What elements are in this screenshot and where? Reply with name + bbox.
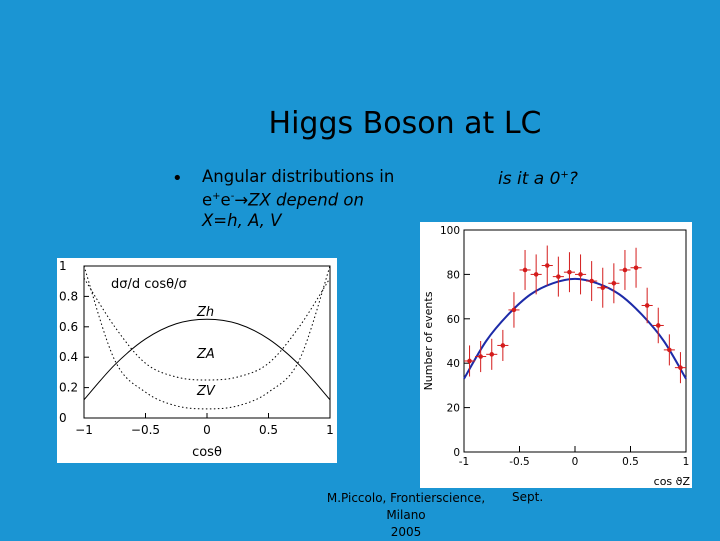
data-point — [552, 256, 564, 297]
right-x-axis-label: cos ϑZ — [654, 475, 691, 488]
footer-date: Sept. — [512, 490, 544, 504]
data-point — [652, 307, 664, 344]
data-marker — [467, 358, 472, 364]
slide-title: Higgs Boson at LC — [268, 106, 542, 141]
left-x-tick-label: −1 — [75, 423, 93, 437]
data-point — [674, 352, 686, 384]
data-marker — [556, 274, 561, 279]
curve-label-zv: ZV — [196, 384, 216, 399]
left-x-tick-label: 0.5 — [259, 423, 278, 437]
right-y-tick-label: 40 — [447, 358, 460, 370]
data-point — [541, 245, 553, 286]
question-text: is it a 0+? — [498, 169, 578, 189]
left-x-tick-label: 0 — [203, 423, 211, 437]
bullet-line-2: e+e-→ZX depend on — [202, 190, 364, 210]
footer-credit: M.Piccolo, Frontierscience, Milano 2005 — [306, 490, 506, 541]
right-y-axis-label: Number of events — [422, 291, 435, 390]
left-y-tick-label: 0.6 — [59, 320, 78, 334]
footer-line-1: M.Piccolo, Frontierscience, Milano — [326, 491, 486, 522]
bullet-line-3: X=h, A, V — [202, 210, 282, 230]
left-y-tick-label: 0.8 — [59, 289, 78, 303]
angular-distribution-chart: dσ/d cosθ/σ cosθ −1 −0.5 0 0.5 1 0 0.2 0.4 0.6 0.… — [57, 258, 337, 463]
right-y-tick-label: 100 — [440, 225, 460, 237]
curve-label-zh: Zh — [196, 305, 214, 320]
bullet-line-1: Angular distributions in — [202, 167, 395, 186]
data-point — [608, 263, 620, 304]
bullet-marker: • — [172, 168, 183, 189]
data-point — [663, 334, 675, 366]
right-x-tick-label: 0.5 — [622, 456, 639, 468]
data-point — [641, 287, 653, 324]
data-marker — [511, 307, 517, 313]
right-x-tick-label: 0 — [572, 456, 579, 468]
left-y-tick-label: 1 — [59, 259, 67, 273]
fit-curve — [463, 277, 687, 380]
right-y-tick-label: 80 — [447, 269, 460, 281]
right-y-tick-label: 0 — [453, 447, 460, 459]
right-x-tick-label: 1 — [683, 456, 690, 468]
data-marker — [533, 272, 539, 277]
data-marker — [611, 280, 617, 286]
right-y-tick-label: 60 — [447, 314, 460, 326]
data-point — [586, 261, 598, 302]
data-marker — [655, 323, 661, 328]
data-point — [575, 254, 587, 295]
left-y-tick-label: 0 — [59, 411, 67, 425]
footer-line-2: 2005 — [390, 525, 422, 539]
left-y-tick-label: 0.2 — [59, 381, 78, 395]
data-marker — [500, 343, 506, 348]
data-point — [519, 249, 531, 290]
right-x-tick-label: -0.5 — [509, 456, 530, 468]
data-marker — [600, 285, 606, 291]
data-point — [597, 267, 609, 308]
data-marker — [667, 347, 672, 353]
data-marker — [544, 263, 550, 268]
left-x-tick-label: −0.5 — [131, 423, 160, 437]
data-marker — [644, 303, 650, 308]
data-point — [530, 254, 542, 295]
left-y-tick-label: 0.4 — [59, 350, 78, 364]
data-marker — [622, 267, 628, 273]
left-x-axis-label: cosθ — [192, 445, 222, 460]
data-marker — [567, 269, 572, 275]
data-point — [486, 338, 498, 370]
data-marker — [489, 352, 495, 357]
data-marker — [478, 354, 483, 359]
data-point — [563, 252, 575, 293]
data-marker — [633, 265, 639, 271]
curve-zh — [83, 318, 331, 401]
right-y-tick-label: 20 — [447, 403, 460, 415]
data-point — [475, 341, 487, 373]
data-marker — [589, 278, 594, 284]
data-marker — [522, 267, 528, 273]
data-point — [464, 345, 476, 377]
right-plot-frame — [463, 229, 687, 453]
data-marker — [578, 272, 583, 277]
bullet-text: Angular distributions in e+e-→ZX depend … — [202, 167, 432, 231]
data-point — [497, 329, 509, 361]
events-histogram-chart: Number of events cos ϑZ -1 -0.5 0 0.5 1 0 20 40… — [420, 222, 692, 488]
left-chart-title: dσ/d cosθ/σ — [111, 277, 187, 292]
curve-zv — [83, 265, 331, 410]
curve-label-za: ZA — [196, 347, 215, 362]
data-point — [630, 247, 642, 288]
curve-za — [83, 277, 331, 381]
data-point — [619, 249, 631, 290]
angular-distribution-svg: dσ/d cosθ/σ cosθ −1 −0.5 0 0.5 1 0 0.2 0.4 0.6 0.… — [59, 259, 334, 460]
events-histogram-svg: Number of events cos ϑZ -1 -0.5 0 0.5 1 0 20 40… — [422, 225, 691, 488]
data-point — [508, 292, 520, 328]
data-marker — [678, 365, 683, 370]
right-x-tick-label: -1 — [459, 456, 469, 468]
left-x-tick-label: 1 — [326, 423, 334, 437]
